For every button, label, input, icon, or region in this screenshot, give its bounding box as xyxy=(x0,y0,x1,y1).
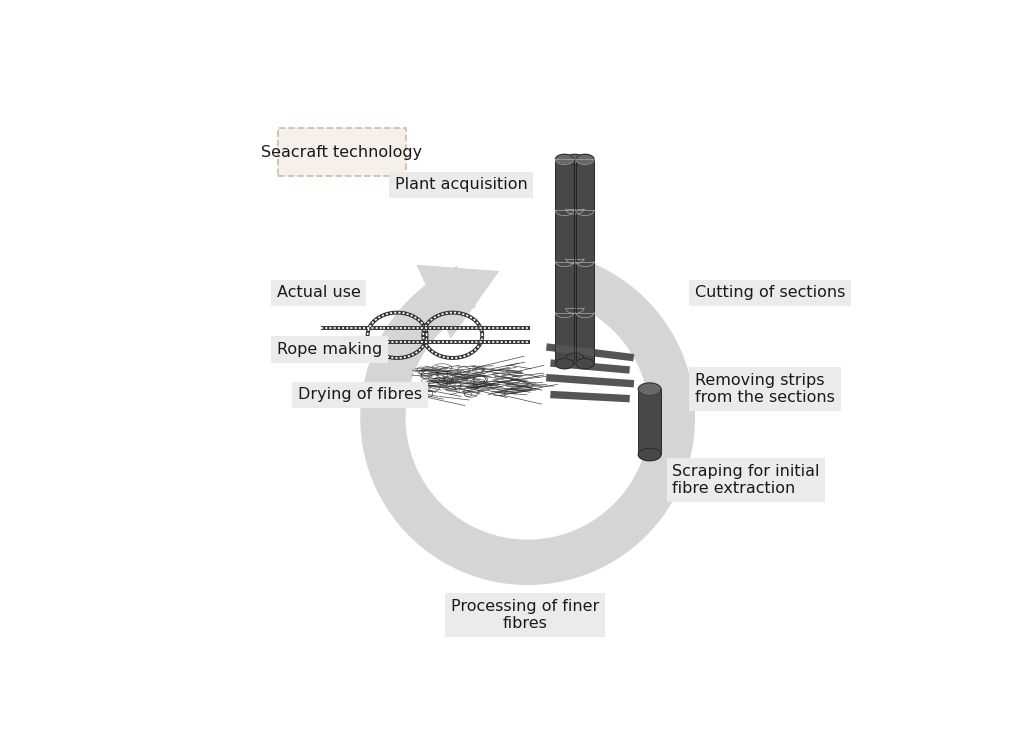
Polygon shape xyxy=(550,391,630,402)
Text: Removing strips
from the sections: Removing strips from the sections xyxy=(695,373,835,405)
Polygon shape xyxy=(555,359,573,368)
Polygon shape xyxy=(555,154,573,164)
Text: Scraping for initial
fibre extraction: Scraping for initial fibre extraction xyxy=(673,464,820,496)
Polygon shape xyxy=(575,159,594,363)
Polygon shape xyxy=(555,159,573,363)
Text: Processing of finer
fibres: Processing of finer fibres xyxy=(451,599,599,632)
Text: Seacraft technology: Seacraft technology xyxy=(261,144,422,160)
Text: Drying of fibres: Drying of fibres xyxy=(298,388,422,402)
Polygon shape xyxy=(546,374,634,388)
Text: Actual use: Actual use xyxy=(276,285,360,300)
Polygon shape xyxy=(638,448,662,461)
Text: Plant acquisition: Plant acquisition xyxy=(395,178,527,192)
Polygon shape xyxy=(360,257,695,585)
FancyBboxPatch shape xyxy=(278,128,406,176)
Polygon shape xyxy=(565,159,584,358)
Text: Rope making: Rope making xyxy=(276,342,382,357)
Polygon shape xyxy=(417,265,500,339)
Polygon shape xyxy=(638,383,662,396)
Polygon shape xyxy=(565,353,584,363)
Polygon shape xyxy=(565,154,584,164)
Polygon shape xyxy=(550,360,630,374)
Polygon shape xyxy=(546,343,634,361)
Text: Cutting of sections: Cutting of sections xyxy=(695,285,846,300)
Polygon shape xyxy=(638,389,662,455)
Polygon shape xyxy=(575,154,594,164)
Polygon shape xyxy=(575,359,594,368)
